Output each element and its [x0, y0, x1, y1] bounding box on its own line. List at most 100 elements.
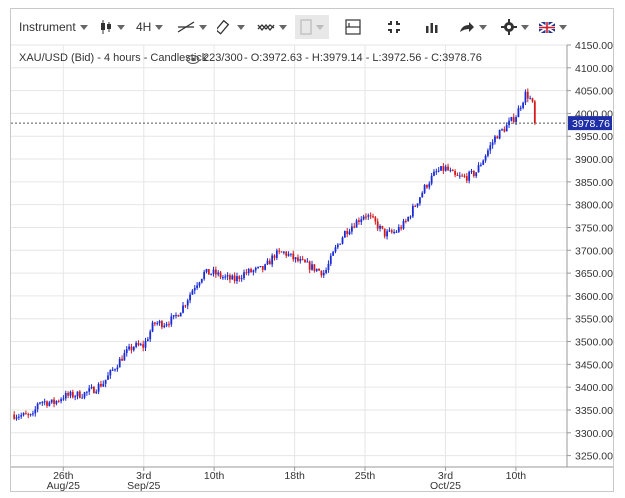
candle-body [454, 171, 456, 175]
volume-button[interactable] [425, 15, 439, 39]
interval-dropdown[interactable]: 4H [136, 15, 164, 39]
grid [11, 44, 567, 467]
candle-body [318, 268, 320, 271]
candle-body [400, 227, 403, 229]
candle-body [17, 416, 20, 418]
toolbar: Instrument 4H [11, 9, 613, 45]
crosshair-icon [345, 19, 361, 35]
candle-body [456, 174, 459, 176]
candle-body [121, 358, 123, 361]
candle-body [320, 270, 323, 276]
candle-body [426, 185, 428, 188]
y-tick-label: 4150.00 [575, 40, 613, 52]
candle-body [266, 260, 269, 265]
candle-body [327, 263, 330, 271]
line-tool-dropdown[interactable] [177, 15, 207, 39]
candle-body [214, 269, 217, 275]
candle-body [348, 231, 351, 235]
candle-body [189, 294, 191, 301]
last-price-label-bg [568, 116, 612, 131]
candle-body [161, 321, 163, 328]
chevron-down-icon [559, 24, 567, 30]
candle-body [132, 346, 135, 351]
candle-body [90, 386, 93, 389]
candle-body [411, 206, 414, 217]
candlestick-icon [101, 20, 111, 34]
candle-body [41, 402, 44, 404]
candle-body [177, 315, 180, 317]
eye-icon[interactable] [186, 55, 200, 64]
candle-body [144, 341, 147, 348]
candlestick-chart[interactable]: 4150.004100.004050.004000.003950.003900.… [11, 9, 613, 491]
y-tick-label: 3750.00 [575, 222, 613, 234]
candle-body [475, 172, 478, 177]
candle-body [301, 258, 304, 260]
volume-icon [426, 23, 438, 33]
candle-body [222, 277, 224, 279]
candle-body [365, 216, 367, 218]
language-dropdown[interactable] [539, 15, 567, 39]
instrument-dropdown[interactable]: Instrument [19, 15, 88, 39]
candle-body [336, 244, 339, 248]
candle-body [88, 388, 91, 392]
candle-body [76, 391, 79, 397]
y-tick-label: 3900.00 [575, 154, 613, 166]
ruler-dropdown[interactable] [217, 15, 245, 39]
candle-body [489, 145, 492, 151]
candle-body [196, 285, 199, 289]
candle-body [118, 358, 121, 368]
candle-body [275, 250, 278, 258]
compare-dropdown[interactable] [295, 15, 329, 39]
crosshair-button[interactable] [345, 15, 361, 39]
candle-body [505, 125, 508, 132]
candle-body [156, 323, 159, 325]
x-tick-label: 26th [53, 470, 74, 482]
y-tick-label: 3500.00 [575, 337, 613, 349]
candle-body [116, 367, 119, 370]
y-tick-label: 4100.00 [575, 63, 613, 75]
candle-body [226, 275, 229, 277]
share-dropdown[interactable] [459, 15, 487, 39]
settings-dropdown[interactable] [501, 15, 529, 39]
y-tick-label: 4050.00 [575, 86, 613, 98]
candle-body [444, 166, 447, 171]
candle-body [397, 227, 400, 232]
candle-body [322, 272, 325, 276]
candle-body [524, 91, 527, 103]
indicator-dropdown[interactable] [257, 15, 287, 39]
candle-body [135, 342, 138, 347]
candle-body [280, 251, 283, 253]
candle-body [278, 250, 281, 252]
candle-body [522, 102, 525, 108]
candle-body [369, 215, 372, 217]
candle-body [128, 346, 130, 350]
chevron-down-icon [117, 24, 125, 30]
y-tick-label: 3300.00 [575, 428, 613, 440]
candle-body [62, 398, 65, 400]
fullscreen-icon [388, 21, 400, 33]
x-tick-sublabel: Sep/25 [127, 480, 160, 491]
candle-body [182, 305, 184, 313]
candle-body [153, 322, 156, 324]
candle-body [508, 120, 510, 126]
ruler-icon [217, 19, 230, 35]
fullscreen-button[interactable] [387, 15, 401, 39]
candle-body [257, 266, 259, 268]
candle-body [231, 275, 234, 280]
candle-body [83, 392, 86, 398]
candle-body [313, 264, 316, 271]
candle-body [111, 369, 114, 371]
candle-body [85, 391, 88, 393]
chart-type-dropdown[interactable] [99, 15, 125, 39]
candle-body [461, 175, 464, 177]
candle-body [259, 265, 262, 267]
candle-body [304, 259, 306, 263]
chevron-down-icon [237, 24, 245, 30]
candle-body [367, 215, 370, 217]
candle-body [236, 276, 238, 281]
candle-body [433, 171, 435, 176]
candle-body [376, 221, 379, 229]
candle-body [107, 375, 109, 380]
chevron-down-icon [279, 24, 287, 30]
candle-body [484, 155, 487, 161]
